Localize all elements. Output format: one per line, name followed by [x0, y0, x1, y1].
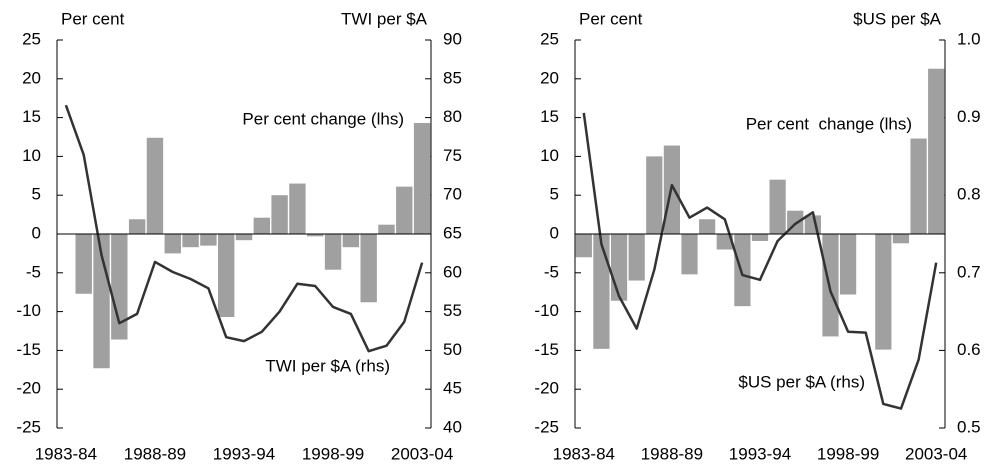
bar — [769, 179, 786, 234]
bar — [128, 219, 146, 234]
y2-tick-label: 85 — [443, 68, 462, 87]
x-tick-label: 1988-89 — [124, 444, 186, 463]
series-label: Per cent change (lhs) — [242, 109, 404, 128]
bar — [575, 234, 592, 258]
series-label: Per cent change (lhs) — [746, 114, 912, 133]
x-tick-label: 1998-99 — [302, 444, 364, 463]
y-tick-label: -20 — [16, 379, 41, 398]
x-tick-label: 1983-84 — [553, 444, 615, 463]
y-tick-label: -5 — [544, 262, 559, 281]
y-tick-label: 25 — [540, 29, 559, 48]
y-tick-label: -15 — [534, 340, 559, 359]
y-tick-label: 0 — [32, 223, 41, 242]
bar — [804, 215, 821, 234]
y-tick-label: -5 — [26, 262, 41, 281]
y-tick-label: 5 — [32, 185, 41, 204]
y-axis-title: Per cent — [579, 9, 643, 28]
y-tick-label: -20 — [534, 379, 559, 398]
bar — [271, 195, 288, 234]
bar — [342, 234, 360, 248]
y-tick-label: -15 — [16, 340, 41, 359]
y2-tick-label: 80 — [443, 107, 462, 126]
y2-tick-label: 60 — [443, 262, 462, 281]
y-tick-label: 15 — [22, 107, 41, 126]
y2-tick-label: 45 — [443, 379, 462, 398]
x-tick-label: 1993-94 — [729, 444, 791, 463]
bar — [892, 234, 910, 244]
bar — [307, 234, 324, 237]
bar — [396, 186, 413, 234]
bar — [217, 234, 235, 318]
bar — [75, 234, 92, 294]
y-axis-title: Per cent — [61, 9, 125, 28]
y2-tick-label: 40 — [443, 417, 462, 436]
x-tick-label: 2003-04 — [391, 444, 453, 463]
line — [64, 104, 424, 353]
bar — [164, 234, 181, 254]
y-tick-label: -10 — [16, 301, 41, 320]
y2-tick-label: 0.9 — [957, 107, 981, 126]
y-tick-label: 20 — [22, 68, 41, 87]
bar — [646, 156, 663, 234]
y2-tick-label: 1.0 — [957, 29, 981, 48]
y-tick-label: 10 — [540, 146, 559, 165]
y2-tick-label: 0.5 — [957, 417, 981, 436]
series-label: $US per $A (rhs) — [738, 372, 865, 391]
y-tick-label: 20 — [540, 68, 559, 87]
bar — [610, 234, 628, 301]
y2-tick-label: 50 — [443, 340, 462, 359]
y2-tick-label: 0.8 — [957, 185, 981, 204]
bar — [839, 234, 857, 295]
x-tick-label: 1993-94 — [213, 444, 275, 463]
bar — [360, 234, 377, 303]
y-tick-label: 0 — [550, 223, 559, 242]
bar — [875, 234, 892, 350]
bar — [253, 217, 271, 234]
y-tick-label: 15 — [540, 107, 559, 126]
bar — [928, 68, 945, 234]
bar — [751, 234, 769, 241]
bar — [182, 234, 199, 248]
x-tick-label: 1998-99 — [817, 444, 879, 463]
bar — [910, 138, 927, 234]
y2-tick-label: 75 — [443, 146, 462, 165]
bar — [716, 234, 733, 250]
x-tick-label: 1988-89 — [641, 444, 703, 463]
bar — [822, 234, 839, 337]
y-tick-label: 25 — [22, 29, 41, 48]
bar — [681, 234, 698, 275]
bar — [699, 219, 716, 234]
bar — [111, 234, 128, 340]
y2-tick-label: 65 — [443, 223, 462, 242]
y2-tick-label: 55 — [443, 301, 462, 320]
bar — [289, 183, 306, 234]
x-tick-label: 2003-04 — [905, 444, 967, 463]
bar — [235, 234, 253, 241]
bar — [378, 224, 395, 234]
y-tick-label: 5 — [550, 185, 559, 204]
y2-tick-label: 70 — [443, 185, 462, 204]
y2-tick-label: 90 — [443, 29, 462, 48]
bar — [146, 137, 164, 234]
series-label: TWI per $A (rhs) — [265, 356, 390, 375]
y2-axis-title: TWI per $A — [341, 9, 428, 28]
line — [582, 112, 938, 410]
y-tick-label: -25 — [534, 417, 559, 436]
y-tick-label: 10 — [22, 146, 41, 165]
y-tick-label: -10 — [534, 301, 559, 320]
bar — [593, 234, 610, 349]
y-tick-label: -25 — [16, 417, 41, 436]
bar — [628, 234, 645, 281]
bar — [734, 234, 751, 307]
bar — [413, 123, 431, 234]
bar — [200, 234, 217, 246]
y2-tick-label: 0.7 — [957, 262, 981, 281]
y2-tick-label: 0.6 — [957, 340, 981, 359]
x-tick-label: 1983-84 — [35, 444, 97, 463]
bar — [324, 234, 342, 270]
y2-axis-title: $US per $A — [853, 9, 942, 28]
